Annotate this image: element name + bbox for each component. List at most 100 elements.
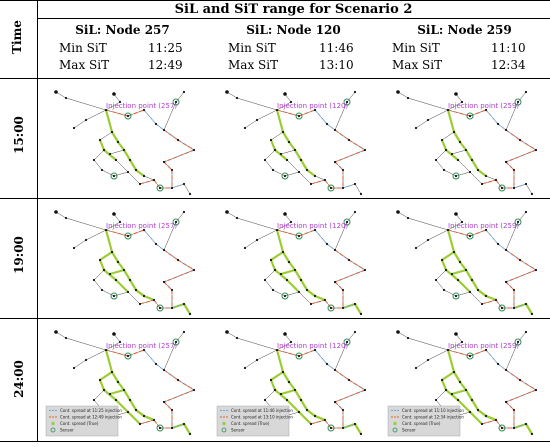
min-spread-edge xyxy=(326,243,336,251)
junction-node xyxy=(122,388,126,392)
sensor-marker xyxy=(172,338,180,346)
pipe-edge xyxy=(435,269,447,281)
true-spread-edge xyxy=(270,251,284,261)
legend-item-1: Cont. spread at 11:25 injection xyxy=(60,408,122,413)
junction-node xyxy=(534,268,538,272)
junction-node xyxy=(524,90,528,94)
true-spread-edge xyxy=(109,268,125,276)
junction-node xyxy=(480,182,484,186)
junction-node xyxy=(512,306,516,310)
junction-node xyxy=(293,148,297,152)
sensor-marker xyxy=(452,172,460,180)
true-spread-edge xyxy=(99,371,113,381)
pipe-edge xyxy=(298,291,312,305)
network-plot-r3-c1: Injection point (257) Cont. spread at 11:… xyxy=(44,320,204,438)
junction-node xyxy=(269,138,273,142)
junction-node xyxy=(512,408,516,412)
junction-node xyxy=(297,290,301,294)
true-spread-edge xyxy=(525,303,533,315)
max-spread-edge xyxy=(505,149,537,163)
junction-node xyxy=(281,250,285,254)
junction-node xyxy=(313,348,317,352)
junction-node xyxy=(158,426,162,430)
junction-node xyxy=(162,368,166,372)
junction-node xyxy=(126,234,130,238)
sensor-marker xyxy=(295,112,303,120)
junction-node xyxy=(176,138,180,142)
min-sit-value-1: 11:25 xyxy=(148,41,183,55)
max-spread-edge xyxy=(163,249,179,261)
plot-legend: Cont. spread at 11:10 injection Cont. spr… xyxy=(387,405,464,437)
pipe-edge xyxy=(397,331,409,339)
true-spread-edge xyxy=(453,131,461,143)
true-spread-edge xyxy=(282,371,290,383)
true-spread-edge xyxy=(288,141,296,151)
pipe-edge xyxy=(469,171,483,185)
true-spread-edge xyxy=(485,294,497,302)
junction-node xyxy=(468,170,472,174)
true-spread-edge xyxy=(300,159,308,171)
junction-node xyxy=(112,294,116,298)
true-spread-edge xyxy=(275,109,285,133)
true-spread-edge xyxy=(269,139,277,151)
max-spread-edge xyxy=(348,379,366,391)
max-spread-edge xyxy=(177,139,195,151)
junction-node xyxy=(434,398,438,402)
pipe-edge xyxy=(127,291,141,305)
min-sit-label-2: Min SiT xyxy=(228,41,276,55)
junction-node xyxy=(134,288,138,292)
max-spread-edge xyxy=(505,129,521,141)
true-spread-edge xyxy=(129,159,137,171)
junction-node xyxy=(406,336,410,340)
junction-node xyxy=(333,400,337,404)
pipe-edge xyxy=(143,175,155,181)
junction-node xyxy=(243,126,247,130)
network-plot-svg: Injection point (120) xyxy=(225,90,367,196)
pipe-edge xyxy=(435,149,447,161)
junction-node xyxy=(182,182,186,186)
true-spread-edge xyxy=(306,289,316,297)
true-spread-edge xyxy=(129,279,137,291)
injection-point-label: Injection point (120) xyxy=(277,342,348,350)
pipe-edge xyxy=(264,269,276,281)
junction-node xyxy=(512,426,516,430)
junction-node xyxy=(182,302,186,306)
junction-node xyxy=(299,398,303,402)
column-header-1: SiL: Node 257 xyxy=(75,23,170,37)
junction-node xyxy=(440,138,444,142)
min-spread-edge xyxy=(485,109,499,125)
junction-node xyxy=(152,178,156,182)
junction-node xyxy=(518,138,522,142)
row-time-1: 15:00 xyxy=(12,116,26,154)
sensor-marker xyxy=(466,112,474,120)
true-spread-edge xyxy=(275,229,285,253)
pipe-edge xyxy=(244,239,258,249)
junction-node xyxy=(414,366,418,370)
junction-node xyxy=(170,408,174,412)
junction-node xyxy=(446,228,450,232)
time-column-divider xyxy=(37,0,38,441)
true-spread-edge xyxy=(117,261,125,271)
max-spread-edge xyxy=(505,389,537,403)
pipe-edge xyxy=(443,169,457,177)
max-spread-edge xyxy=(505,369,521,381)
junction-node xyxy=(285,278,289,282)
pipe-edge xyxy=(73,239,87,249)
legend-item-2: Cont. spread at 12:34 injection xyxy=(402,415,464,420)
junction-node xyxy=(72,246,76,250)
junction-node xyxy=(494,298,498,302)
junction-node xyxy=(142,294,146,298)
network-plot-svg: Injection point (120) xyxy=(225,210,367,316)
junction-node xyxy=(452,370,456,374)
junction-node xyxy=(353,330,357,334)
junction-node xyxy=(359,432,363,436)
legend-item-3: Cont. spread (True) xyxy=(231,421,270,426)
junction-node xyxy=(255,238,259,242)
junction-node xyxy=(341,408,345,412)
max-sit-value-2: 13:10 xyxy=(319,58,354,72)
injection-point-label: Injection point (120) xyxy=(277,102,348,110)
junction-node xyxy=(92,398,96,402)
junction-node xyxy=(255,358,259,362)
junction-node xyxy=(500,426,504,430)
true-spread-edge xyxy=(109,388,125,396)
